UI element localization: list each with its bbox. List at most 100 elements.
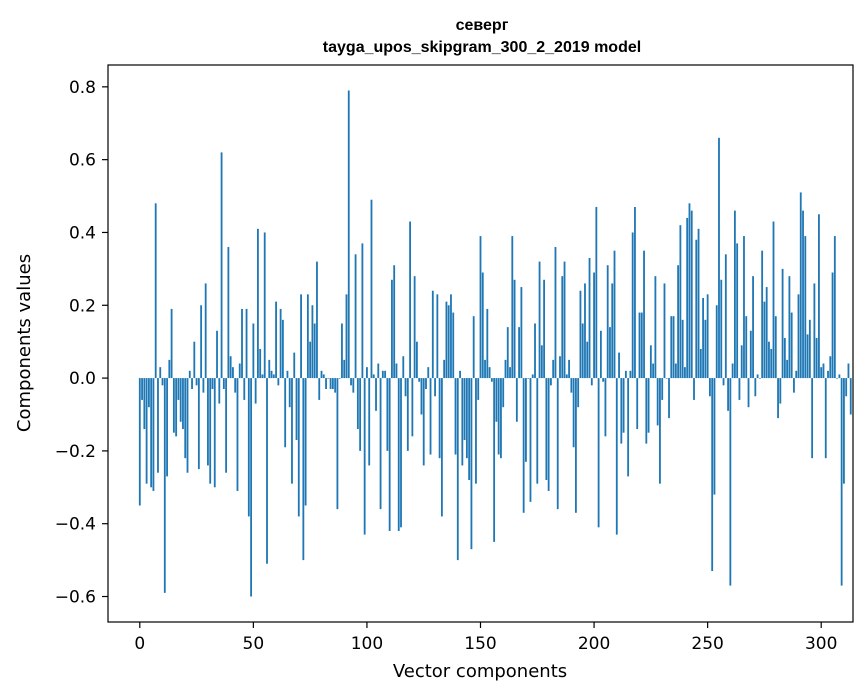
bar — [463, 378, 466, 440]
bar — [495, 378, 498, 422]
bar — [729, 378, 732, 586]
bar — [193, 341, 196, 379]
bar — [354, 254, 357, 379]
bar — [359, 378, 362, 451]
bar — [688, 203, 691, 379]
bar — [756, 374, 759, 379]
bar — [425, 378, 427, 389]
bar — [352, 378, 355, 393]
bar — [611, 283, 614, 379]
bar — [711, 378, 714, 572]
bar — [220, 152, 223, 379]
bar — [422, 378, 425, 466]
bar — [747, 378, 750, 408]
bar — [502, 378, 505, 408]
bar — [559, 356, 561, 379]
plot-frame — [107, 64, 854, 623]
bar — [550, 378, 552, 386]
bar — [452, 312, 455, 379]
bar — [604, 378, 607, 437]
bar — [325, 378, 327, 389]
bar — [802, 210, 804, 379]
bar — [216, 330, 218, 379]
bar — [768, 341, 770, 379]
bar — [740, 345, 743, 379]
bar — [391, 279, 393, 379]
bar — [672, 316, 675, 379]
bar — [402, 356, 405, 379]
bar — [697, 228, 700, 379]
bar — [438, 378, 441, 459]
bar — [270, 370, 273, 379]
bar — [400, 378, 402, 528]
bar — [168, 359, 171, 379]
bar — [738, 378, 741, 400]
bar — [649, 345, 652, 379]
bar — [670, 316, 673, 379]
bar — [536, 378, 539, 484]
y-tick-label: 0.2 — [69, 296, 96, 316]
bar — [456, 378, 459, 561]
bar — [179, 378, 182, 422]
bar — [281, 319, 284, 379]
bar — [627, 378, 630, 477]
bar — [540, 345, 543, 379]
x-axis-label: Vector components — [393, 661, 567, 682]
bar — [209, 378, 212, 484]
bar — [356, 378, 359, 430]
y-axis-ticks: −0.6 −0.4 −0.2 0.0 0.2 0.4 0.6 0.8 — [55, 78, 108, 608]
bar — [824, 378, 827, 459]
bar — [695, 239, 698, 379]
bar — [395, 363, 398, 379]
bar — [847, 363, 850, 379]
bar — [161, 378, 164, 386]
bar — [820, 367, 823, 379]
bar — [247, 378, 250, 517]
bar — [338, 378, 341, 379]
bar — [252, 323, 255, 379]
bar — [497, 378, 500, 455]
bar — [770, 348, 773, 379]
bar — [236, 378, 239, 491]
bar — [538, 261, 541, 379]
bar — [443, 359, 446, 379]
chart-title-line1: северг — [456, 17, 509, 34]
bar — [681, 319, 684, 379]
bar — [313, 323, 316, 379]
bar — [254, 378, 257, 404]
bar — [250, 378, 253, 597]
bar — [454, 378, 457, 455]
bar — [620, 378, 623, 444]
bar — [763, 301, 766, 379]
bar — [318, 378, 321, 400]
bar — [677, 265, 680, 379]
bar — [722, 378, 725, 386]
bar — [227, 247, 230, 379]
bar — [154, 203, 157, 379]
bar — [488, 367, 491, 379]
bar — [368, 378, 371, 466]
bar — [618, 352, 620, 379]
y-axis-label: Components values — [14, 254, 35, 432]
bar — [241, 308, 243, 379]
bar — [229, 356, 232, 379]
bar — [656, 378, 659, 426]
bar — [833, 236, 836, 379]
bar — [563, 261, 566, 379]
bar — [786, 359, 789, 379]
bar — [186, 378, 189, 473]
bar — [581, 323, 584, 379]
bar — [838, 374, 841, 379]
bar — [316, 261, 318, 379]
bar — [661, 378, 664, 400]
bar — [515, 378, 518, 422]
bar — [379, 378, 382, 510]
bar — [772, 221, 775, 379]
bar — [579, 290, 582, 379]
bar — [152, 378, 155, 491]
bar — [793, 378, 795, 393]
bar — [477, 378, 480, 400]
bar — [329, 378, 332, 389]
bar — [749, 330, 752, 379]
